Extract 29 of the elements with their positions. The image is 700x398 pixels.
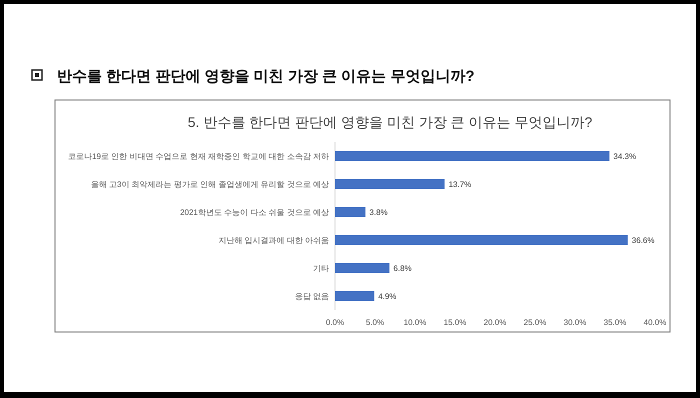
bar	[335, 150, 610, 162]
x-tick-label: 40.0%	[644, 318, 666, 327]
y-tick-label: 응답 없음	[294, 292, 329, 301]
y-tick-label: 코로나19로 인한 비대면 수업으로 현재 재학중인 학교에 대한 소속감 저하	[68, 152, 329, 161]
chart-subtitle: 5. 반수를 한다면 판단에 영향을 미친 가장 큰 이유는 무엇입니까?	[188, 114, 592, 130]
data-label: 3.8%	[369, 208, 388, 217]
x-tick-label: 0.0%	[326, 318, 344, 327]
bar	[335, 262, 390, 274]
bar	[335, 290, 374, 302]
x-tick-label: 30.0%	[564, 318, 586, 327]
data-label: 36.6%	[632, 236, 654, 245]
data-label: 6.8%	[393, 264, 412, 273]
x-tick-label: 5.0%	[366, 318, 384, 327]
y-tick-label: 올해 고3이 최악제라는 평가로 인해 졸업생에게 유리할 것으로 예상	[90, 180, 329, 189]
x-tick-label: 25.0%	[524, 318, 546, 327]
x-tick-label: 35.0%	[604, 318, 626, 327]
x-tick-label: 10.0%	[404, 318, 426, 327]
x-tick-label: 15.0%	[444, 318, 466, 327]
data-label: 34.3%	[613, 152, 636, 161]
data-label: 13.7%	[448, 180, 472, 189]
x-tick-label: 20.0%	[484, 318, 506, 327]
chart-title: 반수를 한다면 판단에 영향을 미친 가장 큰 이유는 무엇입니까?	[57, 68, 475, 85]
y-tick-label: 지난해 입시결과에 대한 아쉬움	[218, 236, 329, 245]
bar	[335, 178, 445, 190]
bar	[335, 234, 628, 246]
y-tick-label: 2021학년도 수능이 다소 쉬울 것으로 예상	[180, 208, 329, 217]
bar	[335, 206, 366, 218]
data-label: 4.9%	[378, 292, 396, 301]
y-tick-label: 기타	[313, 264, 329, 273]
